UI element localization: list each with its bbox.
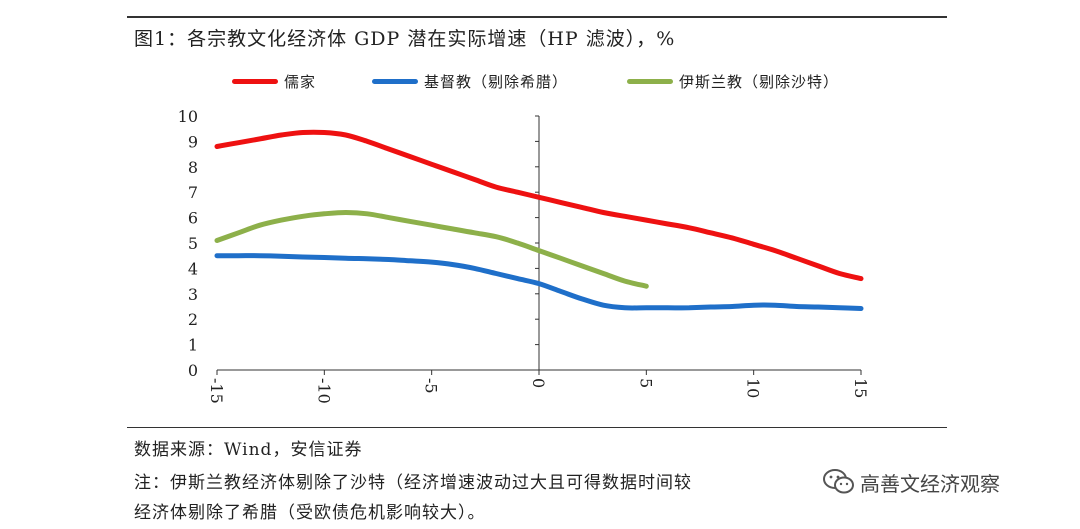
x-tick-label: 10 [744, 378, 763, 398]
y-tick-label: 10 [178, 107, 198, 126]
x-tick-label: 0 [529, 378, 548, 388]
x-tick-label: -10 [314, 378, 333, 404]
y-tick-label: 1 [188, 336, 198, 355]
legend-swatch-christian [372, 79, 418, 84]
y-tick-label: 2 [188, 310, 198, 329]
legend-label-islamic: 伊斯兰教（剔除沙特） [679, 73, 840, 91]
legend-swatch-islamic [627, 79, 673, 84]
series-line-islamic [214, 210, 649, 289]
y-tick-label: 7 [188, 183, 198, 202]
chart-series [214, 129, 864, 311]
y-tick-label: 8 [188, 158, 198, 177]
series-line-christian [214, 253, 864, 311]
chart-title: 图1：各宗教文化经济体 GDP 潜在实际增速（HP 滤波），% [134, 28, 676, 50]
legend-swatch-confucian [232, 79, 278, 84]
legend-label-christian: 基督教（剔除希腊） [424, 73, 569, 91]
y-tick-label: 4 [188, 259, 198, 278]
chart-tick-labels: 0 1 2 3 4 5 6 7 8 9 10 -15 -10 -5 0 5 10 15 [178, 107, 870, 404]
y-tick-label: 0 [188, 361, 198, 380]
y-tick-label: 6 [188, 209, 198, 228]
y-tick-label: 9 [188, 132, 198, 151]
x-tick-label: -15 [207, 378, 226, 404]
chart-axes [216, 115, 862, 375]
y-tick-label: 3 [188, 285, 198, 304]
wechat-icon [823, 469, 854, 494]
x-tick-label: 5 [636, 378, 655, 388]
footnote-line-2: 经济体剔除了希腊（受欧债危机影响较大）。 [134, 503, 486, 523]
x-tick-label: 15 [851, 378, 870, 398]
top-rule [127, 16, 947, 18]
x-tick-label: -5 [422, 378, 441, 394]
legend-label-confucian: 儒家 [284, 73, 317, 91]
source-note: 数据来源：Wind，安信证券 [134, 440, 363, 460]
y-tick-label: 5 [188, 234, 198, 253]
footnote-line-1: 注：伊斯兰教经济体剔除了沙特（经济增速波动过大且可得数据时间较 [134, 473, 692, 493]
wechat-watermark: 高善文经济观察 [818, 466, 1000, 498]
bottom-rule [127, 427, 947, 428]
watermark-text: 高善文经济观察 [860, 472, 1000, 496]
series-line-confucian [214, 129, 864, 282]
